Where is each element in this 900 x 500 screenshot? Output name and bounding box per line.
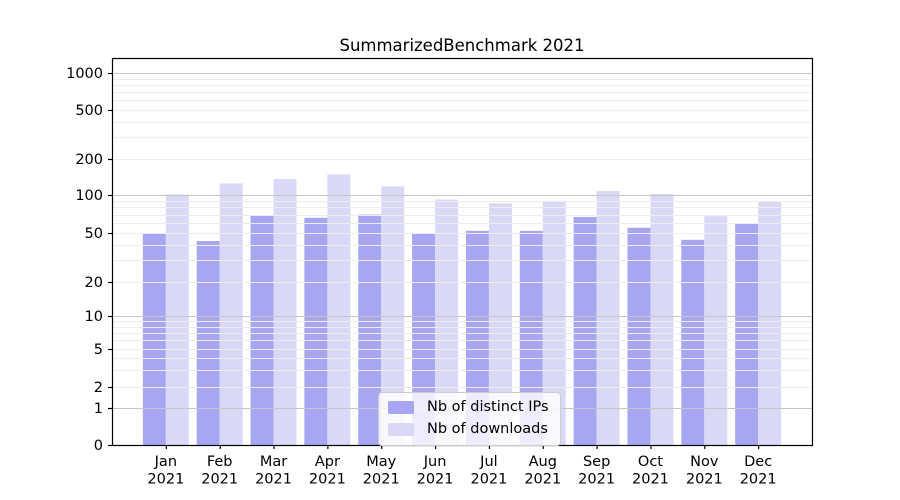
- y-tick-label: 100: [75, 188, 103, 204]
- x-tick-label: May 2021: [363, 454, 400, 488]
- bar-distinct-ips-aug: [519, 230, 543, 445]
- legend-swatch-distinct-ips: [388, 401, 414, 414]
- y-tick-label: 5: [94, 342, 103, 358]
- y-tick-label: 50: [85, 226, 103, 242]
- bar-distinct-ips-apr: [304, 217, 328, 445]
- legend-label-downloads: Nb of downloads: [427, 421, 548, 437]
- bar-downloads-mar: [273, 179, 297, 446]
- legend-item-downloads: Nb of downloads: [388, 420, 549, 439]
- x-tick-label: Oct 2021: [632, 454, 669, 488]
- bar-downloads-nov: [704, 216, 728, 445]
- legend-item-distinct-ips: Nb of distinct IPs: [388, 398, 549, 417]
- bar-downloads-may: [381, 186, 405, 445]
- bar-distinct-ips-dec: [735, 223, 759, 445]
- bar-distinct-ips-jan: [142, 233, 166, 445]
- x-tick-label: Mar 2021: [255, 454, 292, 488]
- y-tick-label: 500: [75, 103, 103, 119]
- legend: Nb of distinct IPs Nb of downloads: [378, 392, 561, 446]
- legend-label-distinct-ips: Nb of distinct IPs: [427, 399, 549, 415]
- bar-downloads-jan: [165, 194, 189, 445]
- y-tick-label: 1000: [66, 66, 103, 82]
- bar-downloads-feb: [219, 183, 243, 445]
- bar-distinct-ips-nov: [681, 239, 705, 445]
- bar-distinct-ips-feb: [196, 241, 220, 445]
- chart-title: SummarizedBenchmark 2021: [339, 36, 585, 55]
- x-tick-label: Dec 2021: [740, 454, 777, 488]
- bar-downloads-sep: [596, 191, 620, 445]
- y-tick-label: 10: [85, 309, 103, 325]
- x-tick-label: Sep 2021: [578, 454, 615, 488]
- x-tick-label: Jul 2021: [470, 454, 507, 488]
- bar-downloads-aug: [542, 200, 566, 445]
- bar-downloads-jul: [488, 203, 512, 445]
- bar-distinct-ips-mar: [250, 215, 274, 445]
- bar-distinct-ips-sep: [573, 216, 597, 445]
- x-tick-label: Aug 2021: [524, 454, 561, 488]
- bar-distinct-ips-jul: [465, 230, 489, 445]
- y-tick-label: 1: [94, 401, 103, 417]
- x-tick-label: Nov 2021: [686, 454, 723, 488]
- bar-downloads-apr: [327, 174, 351, 445]
- x-tick-label: Jan 2021: [147, 454, 184, 488]
- x-tick-label: Jun 2021: [417, 454, 454, 488]
- bar-downloads-oct: [650, 193, 674, 445]
- x-tick-label: Feb 2021: [201, 454, 238, 488]
- y-tick-label: 2: [94, 380, 103, 396]
- x-tick-label: Apr 2021: [309, 454, 346, 488]
- y-tick-label: 20: [85, 275, 103, 291]
- y-tick-label: 0: [94, 438, 103, 454]
- y-tick-label: 200: [75, 152, 103, 168]
- bar-downloads-dec: [758, 202, 782, 445]
- legend-swatch-downloads: [388, 423, 414, 436]
